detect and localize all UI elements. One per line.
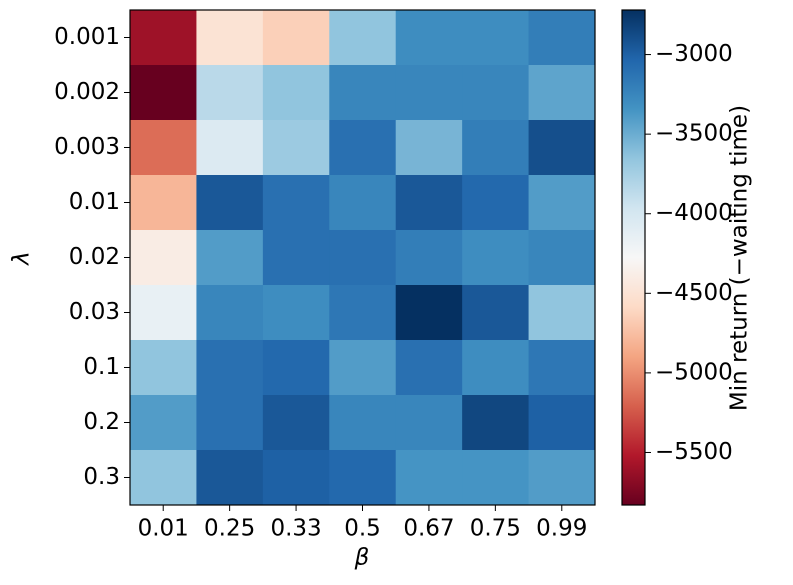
x-tick-label: 0.99 [536, 516, 587, 542]
heatmap-cell [528, 120, 596, 176]
heatmap-cell [262, 65, 330, 121]
colorbar-tick-label: −4500 [655, 280, 733, 306]
colorbar [621, 9, 646, 506]
heatmap-cell [395, 340, 463, 396]
heatmap-cell [130, 230, 197, 286]
heatmap-cell [130, 10, 197, 66]
heatmap-cell [130, 450, 197, 506]
colorbar-tick-label: −5000 [655, 359, 733, 385]
heatmap-cell [395, 10, 463, 66]
heatmap-cell [329, 120, 397, 176]
heatmap-cell [196, 450, 264, 506]
heatmap-cell [462, 285, 530, 341]
heatmap-cell [329, 450, 397, 506]
heatmap-cell [196, 395, 264, 451]
heatmap-cell [528, 230, 596, 286]
heatmap-cell [329, 65, 397, 121]
heatmap-cell [528, 285, 596, 341]
heatmap-cell [528, 175, 596, 231]
y-tick-label: 0.02 [69, 244, 120, 270]
heatmap-cell [462, 10, 530, 66]
heatmap-cell [130, 340, 197, 396]
heatmap-cell [130, 65, 197, 121]
heatmap-cell [262, 175, 330, 231]
colorbar-tick-label: −3500 [655, 121, 733, 147]
y-tick-label: 0.3 [83, 464, 120, 490]
heatmap-cell [395, 65, 463, 121]
heatmap-cell [462, 65, 530, 121]
y-tick-label: 0.2 [83, 409, 120, 435]
heatmap-cell [262, 285, 330, 341]
y-axis-label: λ [9, 251, 35, 267]
heatmap-cell [196, 175, 264, 231]
heatmap-cell [528, 395, 596, 451]
heatmap-cell [262, 395, 330, 451]
heatmap-cell [462, 450, 530, 506]
colorbar-tick-label: −3000 [655, 41, 733, 67]
heatmap-cell [329, 340, 397, 396]
x-tick-label: 0.01 [138, 516, 189, 542]
y-tick-label: 0.1 [83, 354, 120, 380]
x-tick-label: 0.33 [270, 516, 321, 542]
heatmap-cell [262, 120, 330, 176]
heatmap-cell [329, 285, 397, 341]
heatmap-cell [130, 120, 197, 176]
heatmap-cell [329, 395, 397, 451]
colorbar-tick-label: −5500 [655, 439, 733, 465]
heatmap-cell [528, 65, 596, 121]
heatmap-cell [395, 285, 463, 341]
x-axis-label: β [354, 545, 370, 571]
heatmap-cell [329, 175, 397, 231]
heatmap-cell [262, 450, 330, 506]
heatmap-cell [329, 10, 397, 66]
colorbar-tick-label: −4000 [655, 200, 733, 226]
y-tick-label: 0.002 [54, 79, 120, 105]
heatmap-cell [262, 10, 330, 66]
heatmap-cell [528, 10, 596, 66]
heatmap-cell [196, 285, 264, 341]
heatmap-cell [462, 395, 530, 451]
x-tick-label: 0.67 [403, 516, 454, 542]
heatmap-cell [462, 175, 530, 231]
heatmap-cell [462, 120, 530, 176]
heatmap-cell [196, 10, 264, 66]
heatmap-cell [262, 340, 330, 396]
heatmap-cell [262, 230, 330, 286]
heatmap-cell [196, 65, 264, 121]
x-tick-label: 0.75 [470, 516, 521, 542]
heatmap-cell [395, 120, 463, 176]
heatmap-cell [196, 230, 264, 286]
y-tick-label: 0.001 [54, 24, 120, 50]
y-tick-label: 0.01 [69, 189, 120, 215]
heatmap-cell [196, 120, 264, 176]
heatmap-cell [130, 175, 197, 231]
heatmap-cell [395, 175, 463, 231]
heatmap-cell [395, 395, 463, 451]
x-tick-label: 0.25 [204, 516, 255, 542]
heatmap-cell [462, 340, 530, 396]
heatmap-cell [329, 230, 397, 286]
heatmap-cell [130, 395, 197, 451]
y-tick-label: 0.003 [54, 134, 120, 160]
heatmap-cell [528, 450, 596, 506]
heatmap-cell [462, 230, 530, 286]
heatmap-cell [196, 340, 264, 396]
x-tick-label: 0.5 [344, 516, 381, 542]
heatmap-cell [528, 340, 596, 396]
heatmap-cell [395, 450, 463, 506]
colorbar-label: Min return (−waiting time) [727, 105, 753, 411]
heatmap-cell [130, 285, 197, 341]
y-tick-label: 0.03 [69, 299, 120, 325]
heatmap-cell [395, 230, 463, 286]
